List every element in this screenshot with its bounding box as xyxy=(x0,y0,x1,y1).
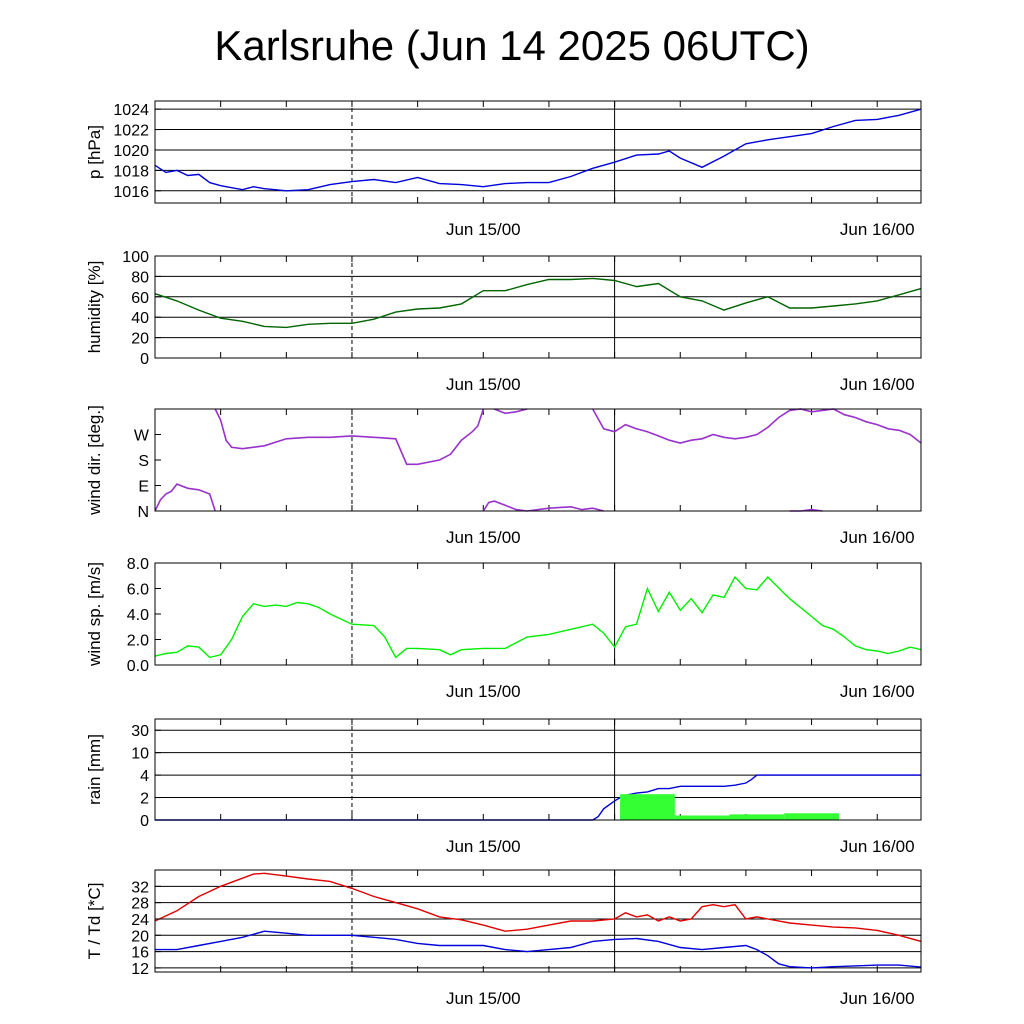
rain-x-tick-label: Jun 15/00 xyxy=(446,837,521,856)
rain-y-tick-label: 4 xyxy=(140,768,149,785)
wind_dir-series-line xyxy=(493,408,528,415)
pressure-frame xyxy=(154,100,922,204)
temperature-x-tick-label: Jun 15/00 xyxy=(446,989,521,1008)
rain-frame xyxy=(154,718,922,821)
wind_dir-series-line xyxy=(214,408,485,466)
wind_dir-x-tick-label: Jun 16/00 xyxy=(840,528,915,547)
wind_dir-series-line xyxy=(154,483,216,512)
temperature-y-tick-label: 24 xyxy=(131,912,149,929)
temperature-y-tick-label: 32 xyxy=(131,879,149,896)
humidity-y-tick-label: 20 xyxy=(131,331,149,348)
temperature-series-line xyxy=(154,872,922,943)
humidity-y-tick-label: 100 xyxy=(122,249,149,266)
temperature-y-tick-label: 12 xyxy=(131,961,149,978)
rain-bar xyxy=(729,814,785,820)
rain-y-tick-label: 10 xyxy=(131,746,149,763)
humidity-x-tick-label: Jun 16/00 xyxy=(840,375,915,394)
wind_dir-y-tick-label: E xyxy=(138,479,149,496)
rain-series-line xyxy=(155,774,921,821)
rain-bar xyxy=(784,813,839,820)
pressure-y-tick-label: 1020 xyxy=(113,143,149,160)
pressure-x-tick-label: Jun 16/00 xyxy=(840,220,915,239)
page-title: Karlsruhe (Jun 14 2025 06UTC) xyxy=(214,22,810,69)
humidity-y-tick-label: 80 xyxy=(131,269,149,286)
wind_speed-axis-label: wind sp. [m/s] xyxy=(85,562,104,667)
wind_speed-y-tick-label: 4.0 xyxy=(127,607,149,624)
wind_dir-y-tick-label: S xyxy=(138,453,149,470)
humidity-y-tick-label: 0 xyxy=(140,351,149,368)
wind_speed-x-tick-label: Jun 15/00 xyxy=(446,682,521,701)
pressure-y-tick-label: 1022 xyxy=(113,123,149,140)
temperature-y-tick-label: 28 xyxy=(131,896,149,913)
humidity-x-tick-label: Jun 15/00 xyxy=(446,375,521,394)
humidity-frame xyxy=(154,255,922,359)
rain-bar xyxy=(620,794,675,820)
wind_speed-y-tick-label: 2.0 xyxy=(127,633,149,650)
rain-x-tick-label: Jun 16/00 xyxy=(840,837,915,856)
rain-bar xyxy=(674,815,730,820)
humidity-series-line xyxy=(154,277,922,329)
temperature-axis-label: T / Td [*C] xyxy=(85,883,104,960)
temperature-series-line xyxy=(155,930,922,969)
rain-y-tick-label: 30 xyxy=(131,723,149,740)
wind_dir-series-line xyxy=(482,500,604,512)
wind_speed-y-tick-label: 8.0 xyxy=(127,556,149,573)
wind_speed-y-tick-label: 0.0 xyxy=(127,658,149,675)
pressure-y-tick-label: 1016 xyxy=(113,184,149,201)
temperature-frame xyxy=(154,869,922,973)
wind_dir-y-tick-label: W xyxy=(134,428,150,445)
humidity-y-tick-label: 40 xyxy=(131,310,149,327)
wind_speed-x-tick-label: Jun 16/00 xyxy=(840,682,915,701)
wind_dir-frame xyxy=(154,408,922,512)
wind_speed-frame xyxy=(154,562,922,666)
humidity-y-tick-label: 60 xyxy=(131,290,149,307)
wind_dir-axis-label: wind dir. [deg.] xyxy=(85,405,104,516)
rain-axis-label: rain [mm] xyxy=(85,734,104,805)
wind_speed-y-tick-label: 6.0 xyxy=(127,582,149,599)
rain-y-tick-label: 2 xyxy=(140,791,149,808)
wind_dir-series-line xyxy=(592,408,922,444)
pressure-x-tick-label: Jun 15/00 xyxy=(446,220,521,239)
pressure-y-tick-label: 1018 xyxy=(113,163,149,180)
pressure-y-tick-label: 1024 xyxy=(113,102,149,119)
rain-y-tick-label: 0 xyxy=(140,813,149,830)
wind_dir-y-tick-label: N xyxy=(137,504,149,521)
pressure-axis-label: p [hPa] xyxy=(85,125,104,179)
pressure-series-line xyxy=(154,108,922,192)
wind_dir-x-tick-label: Jun 15/00 xyxy=(446,528,521,547)
temperature-y-tick-label: 16 xyxy=(131,945,149,962)
wind_speed-series-line xyxy=(154,575,922,659)
temperature-y-tick-label: 20 xyxy=(131,928,149,945)
temperature-x-tick-label: Jun 16/00 xyxy=(840,989,915,1008)
humidity-axis-label: humidity [%] xyxy=(85,261,104,354)
